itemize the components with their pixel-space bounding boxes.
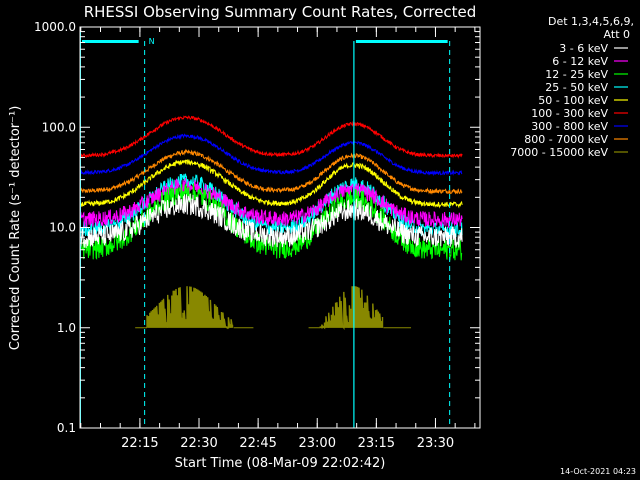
- legend-entry-label: 800 - 7000 keV: [524, 133, 608, 146]
- series-6-12-kev-line: [79, 178, 463, 229]
- y-axis-label: Corrected Count Rate (s⁻¹ detector⁻¹): [8, 106, 23, 351]
- chart-title: RHESSI Observing Summary Count Rates, Co…: [84, 3, 477, 21]
- legend-entry-label: 12 - 25 keV: [545, 68, 608, 81]
- series-7000-15000-kev-line: [135, 286, 412, 331]
- footer-timestamp: 14-Oct-2021 04:23: [560, 467, 636, 476]
- series-100-300-kev-line: [79, 115, 463, 159]
- y-tick-label: 0.1: [57, 421, 76, 435]
- night-flag-bar: [82, 40, 139, 43]
- y-tick-label: 10.0: [49, 221, 76, 235]
- series-layer: [79, 115, 463, 331]
- legend-header: Att 0: [604, 28, 630, 41]
- series-800-7000-kev-line: [79, 148, 463, 195]
- series-50-100-kev-line: [79, 159, 463, 209]
- x-tick-label: 23:30: [417, 436, 454, 451]
- x-tick-label: 22:45: [239, 436, 276, 451]
- saa-flag-label: N: [149, 37, 155, 46]
- x-tick-label: 22:15: [121, 436, 158, 451]
- legend-entry-label: 50 - 100 keV: [538, 94, 608, 107]
- series-300-800-kev-line: [79, 133, 463, 177]
- legend-entry-label: 3 - 6 keV: [559, 42, 608, 55]
- series-12-25-kev-line: [79, 183, 463, 261]
- x-tick-label: 23:00: [299, 436, 336, 451]
- legend-entry-label: 25 - 50 keV: [545, 81, 608, 94]
- x-tick-label: 22:30: [180, 436, 217, 451]
- series-3-6-kev-line: [79, 193, 463, 248]
- night-flag-bar: [355, 40, 448, 43]
- legend-entry-label: 300 - 800 keV: [531, 120, 608, 133]
- y-tick-label: 1000.0: [34, 20, 76, 34]
- legend-header: Det 1,3,4,5,6,9,: [548, 15, 634, 28]
- x-axis-label: Start Time (08-Mar-09 22:02:42): [175, 456, 386, 471]
- axes-layer: 0.1 1.0 10.0 100.0 1000.0 22:15 22:30 22:45 23:0…: [34, 20, 481, 451]
- legend-entry-label: 6 - 12 keV: [552, 55, 608, 68]
- x-tick-label: 23:15: [358, 436, 395, 451]
- legend-entry-label: 7000 - 15000 keV: [510, 146, 608, 159]
- y-tick-label: 100.0: [42, 120, 76, 134]
- legend-entry-label: 100 - 300 keV: [531, 107, 608, 120]
- y-tick-label: 1.0: [57, 321, 76, 335]
